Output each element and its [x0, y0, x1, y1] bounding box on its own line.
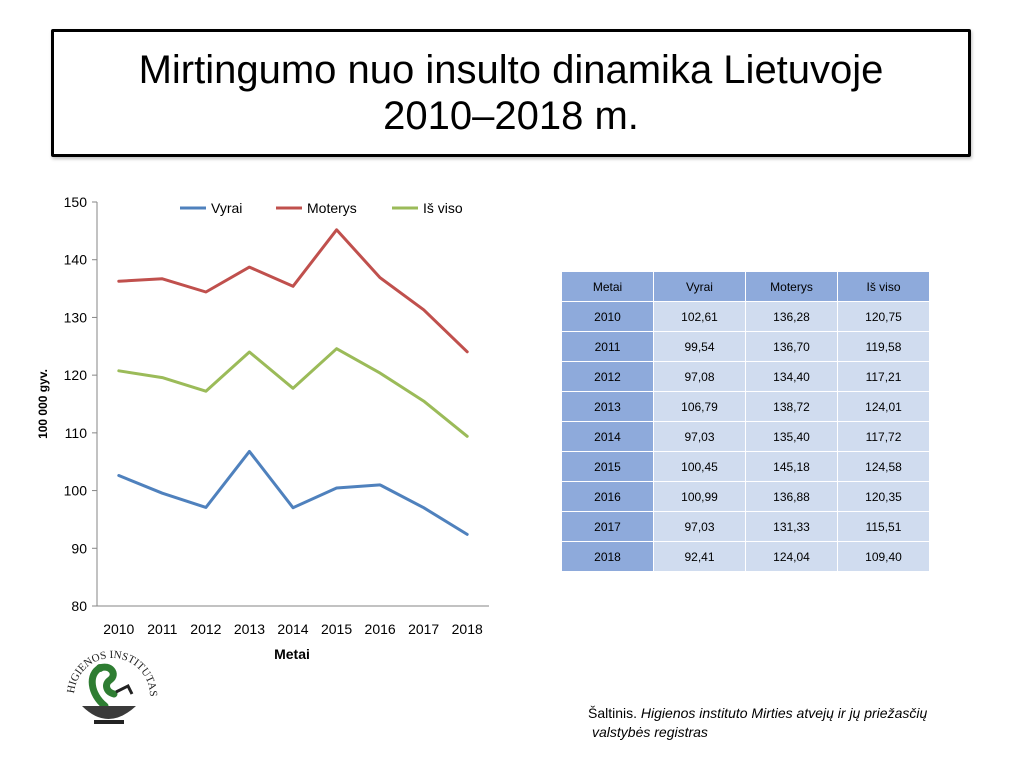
table-row: 2011 99,54 136,70 119,58 [561, 331, 930, 362]
x-tick-label: 2010 [103, 621, 134, 637]
table-cell: 2010 [561, 301, 654, 332]
table-cell: 115,51 [837, 511, 930, 542]
table-cell: 100,45 [653, 451, 746, 482]
series-line-i-viso [117, 347, 469, 438]
table-cell: 145,18 [745, 451, 838, 482]
y-axis-label: 100 000 gyv. [36, 369, 50, 439]
slide-title-line-1: Mirtingumo nuo insulto dinamika Lietuvoj… [138, 48, 884, 92]
table-row: 2013 106,79 138,72 124,01 [561, 391, 930, 422]
table-cell: 120,75 [837, 301, 930, 332]
table-cell: 131,33 [745, 511, 838, 542]
source-line-2: valstybės registras [592, 724, 708, 740]
slide-title-line-2: 2010–2018 m. [383, 94, 639, 138]
table-cell: 2018 [561, 541, 654, 572]
table-row: 2016 100,99 136,88 120,35 [561, 481, 930, 512]
table-row: 2017 97,03 131,33 115,51 [561, 511, 930, 542]
table-cell: 135,40 [745, 421, 838, 452]
x-tick-label: 2017 [408, 621, 439, 637]
table-cell: 97,03 [653, 511, 746, 542]
table-cell: 92,41 [653, 541, 746, 572]
y-tick-label: 80 [71, 598, 87, 614]
table-cell: 2016 [561, 481, 654, 512]
table-row: 2010 102,61 136,28 120,75 [561, 301, 930, 332]
table-cell: 106,79 [653, 391, 746, 422]
table-row: 2012 97,08 134,40 117,21 [561, 361, 930, 392]
y-tick-label: 120 [64, 367, 88, 383]
table-cell: 97,08 [653, 361, 746, 392]
table-cell: 117,21 [837, 361, 930, 392]
x-tick-labels: 2010 2011 2012 2013 2014 2015 2016 2017 2018 [103, 621, 483, 637]
table-cell: 124,04 [745, 541, 838, 572]
table-header-row: Metai Vyrai Moterys Iš viso [561, 271, 930, 302]
x-tick-label: 2015 [321, 621, 352, 637]
table-row: 2015 100,45 145,18 124,58 [561, 451, 930, 482]
y-tick-label: 140 [64, 252, 88, 268]
table-cell: 99,54 [653, 331, 746, 362]
table-cell: 100,99 [653, 481, 746, 512]
table-cell: 136,70 [745, 331, 838, 362]
chart-axes [96, 202, 489, 607]
x-tick-label: 2011 [147, 621, 177, 637]
table-cell: 138,72 [745, 391, 838, 422]
table-cell: 2013 [561, 391, 654, 422]
table-header-is-viso: Iš viso [837, 271, 930, 302]
table-cell: 97,03 [653, 421, 746, 452]
table-header-moterys: Moterys [745, 271, 838, 302]
x-axis-label: Metai [274, 646, 310, 662]
table-cell: 134,40 [745, 361, 838, 392]
series-line-vyrai [117, 449, 469, 536]
table-cell: 119,58 [837, 331, 930, 362]
table-cell: 136,28 [745, 301, 838, 332]
source-line-1: Higienos instituto Mirties atvejų ir jų … [640, 705, 928, 721]
data-table: Metai Vyrai Moterys Iš viso 2010 102,61 13… [561, 271, 930, 572]
legend-label: Iš viso [423, 200, 463, 216]
table-cell: 120,35 [837, 481, 930, 512]
table-cell: 117,72 [837, 421, 930, 452]
table-cell: 109,40 [837, 541, 930, 572]
series-line-moterys [117, 228, 469, 354]
table-cell: 124,01 [837, 391, 930, 422]
table-header-vyrai: Vyrai [653, 271, 746, 302]
table-cell: 124,58 [837, 451, 930, 482]
table-cell: 2014 [561, 421, 654, 452]
chart-legend: Vyrai Moterys Iš viso [180, 200, 463, 216]
table-cell: 2017 [561, 511, 654, 542]
legend-label: Vyrai [211, 200, 242, 216]
series-lines [117, 228, 469, 536]
table-row: 2014 97,03 135,40 117,72 [561, 421, 930, 452]
table-cell: 2012 [561, 361, 654, 392]
y-tick-label: 130 [64, 309, 88, 325]
source-note: Šaltinis. Higienos instituto Mirties atv… [588, 704, 927, 742]
slide-title-box: Mirtingumo nuo insulto dinamika Lietuvoj… [51, 29, 971, 157]
table-header-metai: Metai [561, 271, 654, 302]
table-cell: 136,88 [745, 481, 838, 512]
source-prefix: Šaltinis. [588, 705, 641, 721]
y-tick-labels: 80 90 100 110 120 130 140 150 [64, 194, 97, 614]
higienos-institutas-logo: HIGIENOS INSTITUTAS [60, 634, 160, 734]
y-tick-label: 100 [64, 483, 88, 499]
legend-label: Moterys [307, 200, 357, 216]
y-tick-label: 150 [64, 194, 88, 210]
x-tick-label: 2012 [190, 621, 221, 637]
x-tick-label: 2013 [234, 621, 265, 637]
table-cell: 2011 [561, 331, 654, 362]
table-cell: 2015 [561, 451, 654, 482]
x-tick-label: 2016 [365, 621, 396, 637]
y-tick-label: 90 [71, 540, 87, 556]
x-tick-label: 2018 [452, 621, 483, 637]
table-row: 2018 92,41 124,04 109,40 [561, 541, 930, 572]
table-cell: 102,61 [653, 301, 746, 332]
x-tick-label: 2014 [277, 621, 308, 637]
y-tick-label: 110 [65, 425, 88, 441]
